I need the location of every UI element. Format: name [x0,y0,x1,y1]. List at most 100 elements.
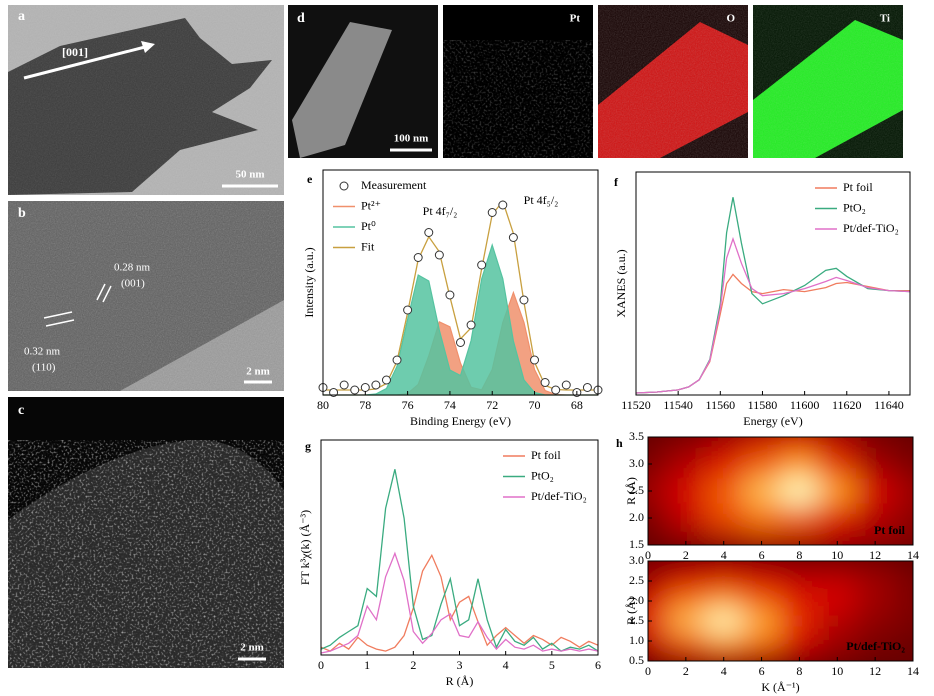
data-point [530,355,540,365]
x-tick-label: 3 [457,658,463,672]
y-tick-label: 0.5 [629,653,644,667]
data-point [360,383,370,392]
plane: (001) [121,278,145,290]
x-tick-label: 11580 [748,398,778,412]
x-axis-label: Binding Energy (eV) [410,414,511,428]
line [320,551,599,654]
data-point [350,385,360,395]
panel-c: c 2 nm [8,397,284,668]
data-point [561,380,571,390]
x-tick-label: 14 [907,664,919,678]
legend-label: Pt foil [843,180,873,194]
heatmap-cell [666,531,705,545]
heatmap-cell [666,561,705,571]
x-tick-label: 74 [444,398,456,412]
heatmap-cell [894,477,913,505]
plot-frame [322,169,599,396]
heatmap-cell [780,477,819,505]
grain [8,5,284,195]
heatmap-cell [818,561,857,571]
y-axis-label: R (Å) [624,477,638,505]
heatmap-cell [856,651,895,661]
line [320,553,599,652]
data-point [551,385,561,395]
legend-label: PtO₂ [843,200,866,214]
legend-label: Pt⁰ [361,219,376,233]
panel-b: b 0.28 nm (001) 0.32 nm (110) 2 nm [8,201,284,391]
x-tick-label: 76 [402,398,414,412]
x-tick-label: 78 [359,398,371,412]
x-tick-label: 5 [549,658,555,672]
legend-label: Pt foil [531,448,561,462]
x-tick-label: 11620 [832,398,862,412]
data-point [434,250,444,260]
heatmap-cell [856,477,895,505]
heatmap [648,561,913,661]
heatmap-cell [856,437,895,451]
heatmap-cell [704,477,743,505]
single-atoms [8,440,284,668]
heatmap-cell [704,591,743,611]
panel-label: g [305,439,311,453]
x-tick-label: 4 [721,664,727,678]
x-tick-label: 4 [721,548,727,562]
y-tick-label: 1.0 [629,633,644,647]
y-axis-label: XANES (a.u.) [614,249,628,317]
x-tick-label: 2 [410,658,416,672]
y-tick-label: 2.5 [629,573,644,587]
heatmap-cell [742,531,781,545]
legend-label: Pt/def-TiO₂ [531,489,587,503]
panel-label: e [307,172,313,186]
heatmap-cell [894,531,913,545]
x-tick-label: 80 [317,398,329,412]
plot-frame [647,560,914,662]
x-tick-label: 12 [869,548,881,562]
heatmap-cell [742,611,781,631]
heatmap-cell [856,561,895,571]
heatmap-cell [666,477,705,505]
heatmap-cell [780,437,819,451]
heatmap [648,437,913,545]
heatmap-cell [856,631,895,651]
x-tick-label: 6 [595,658,601,672]
heatmap-cells [648,437,913,545]
heatmap-cell [780,631,819,651]
data-point [519,295,529,305]
heatmap-cell [742,504,781,532]
panel-label: c [18,403,24,418]
heatmap-cell [818,504,857,532]
heatmap-cell [856,531,895,545]
heatmap-cell [666,651,705,661]
heatmap-cell [780,651,819,661]
x-tick-label: 10 [831,664,843,678]
data-point [413,253,423,262]
y-tick-label: 1.5 [629,613,644,627]
x-tick-label: 8 [796,548,802,562]
scale-label: 2 nm [240,642,264,654]
x-tick-label: 70 [529,398,541,412]
heatmap-cell [894,611,913,631]
heatmap-cell [818,477,857,505]
x-tick-label: 2 [683,664,689,678]
heatmap-cell [856,591,895,611]
x-tick-label: 11540 [663,398,693,412]
heatmap-cell [894,504,913,532]
heatmap-cell [704,631,743,651]
heatmap-cell [704,504,743,532]
heatmap-cell [780,561,819,571]
legend-label: Measurement [361,178,427,192]
panel-label: h [616,436,623,450]
panel-a: a [001] 50 nm [8,5,284,195]
data-point [487,208,497,217]
data-point [445,290,455,300]
heatmap-cell [648,450,667,478]
panel-label: d [297,11,305,26]
legend-label: Pt²⁺ [361,198,381,212]
heatmap-cell [780,611,819,631]
fringe-mark [43,311,73,319]
heatmap-cell [894,591,913,611]
heatmap-cell [894,450,913,478]
data-point [540,378,550,387]
heatmap-cell [666,437,705,451]
